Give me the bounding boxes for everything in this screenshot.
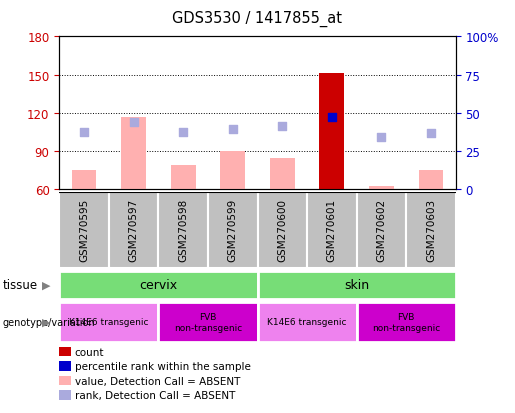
Text: ▶: ▶ bbox=[42, 317, 51, 327]
Bar bbox=[369, 186, 394, 190]
Text: FVB
non-transgenic: FVB non-transgenic bbox=[372, 313, 440, 332]
Bar bbox=[171, 166, 196, 190]
Bar bbox=[220, 152, 245, 190]
Text: K14E6 transgenic: K14E6 transgenic bbox=[69, 318, 148, 327]
Bar bbox=[72, 171, 96, 190]
Text: count: count bbox=[75, 347, 104, 357]
Bar bbox=[258, 271, 456, 299]
Bar bbox=[121, 117, 146, 190]
Text: GSM270602: GSM270602 bbox=[376, 199, 386, 262]
Bar bbox=[159, 302, 258, 342]
Text: rank, Detection Call = ABSENT: rank, Detection Call = ABSENT bbox=[75, 390, 235, 400]
Text: K14E6 transgenic: K14E6 transgenic bbox=[267, 318, 347, 327]
Text: tissue: tissue bbox=[3, 278, 38, 292]
Bar bbox=[356, 302, 456, 342]
Bar bbox=[356, 192, 406, 268]
Point bbox=[377, 135, 386, 141]
Text: ▶: ▶ bbox=[42, 280, 51, 290]
Bar bbox=[59, 192, 109, 268]
Bar bbox=[258, 192, 307, 268]
Text: cervix: cervix bbox=[139, 278, 178, 292]
Point bbox=[427, 131, 435, 137]
Bar bbox=[109, 192, 159, 268]
Point bbox=[278, 123, 286, 130]
Text: GDS3530 / 1417855_at: GDS3530 / 1417855_at bbox=[173, 10, 342, 26]
Bar bbox=[419, 171, 443, 190]
Text: percentile rank within the sample: percentile rank within the sample bbox=[75, 361, 251, 371]
Bar bbox=[59, 302, 159, 342]
Text: GSM270601: GSM270601 bbox=[327, 199, 337, 262]
Point bbox=[129, 119, 138, 126]
Text: GSM270599: GSM270599 bbox=[228, 199, 238, 262]
Bar bbox=[319, 74, 344, 190]
Text: skin: skin bbox=[344, 278, 369, 292]
Text: value, Detection Call = ABSENT: value, Detection Call = ABSENT bbox=[75, 375, 240, 386]
Bar bbox=[406, 192, 456, 268]
Text: genotype/variation: genotype/variation bbox=[3, 317, 95, 327]
Bar bbox=[258, 302, 356, 342]
Text: GSM270600: GSM270600 bbox=[277, 199, 287, 262]
Text: GSM270597: GSM270597 bbox=[129, 199, 139, 262]
Text: GSM270603: GSM270603 bbox=[426, 199, 436, 262]
Text: FVB
non-transgenic: FVB non-transgenic bbox=[174, 313, 242, 332]
Text: GSM270595: GSM270595 bbox=[79, 199, 89, 262]
Point bbox=[179, 129, 187, 136]
Point bbox=[328, 114, 336, 121]
Point bbox=[229, 127, 237, 133]
Bar bbox=[59, 271, 258, 299]
Point bbox=[80, 129, 88, 136]
Text: GSM270598: GSM270598 bbox=[178, 199, 188, 262]
Bar bbox=[208, 192, 258, 268]
Bar bbox=[159, 192, 208, 268]
Bar bbox=[270, 158, 295, 190]
Bar bbox=[307, 192, 356, 268]
